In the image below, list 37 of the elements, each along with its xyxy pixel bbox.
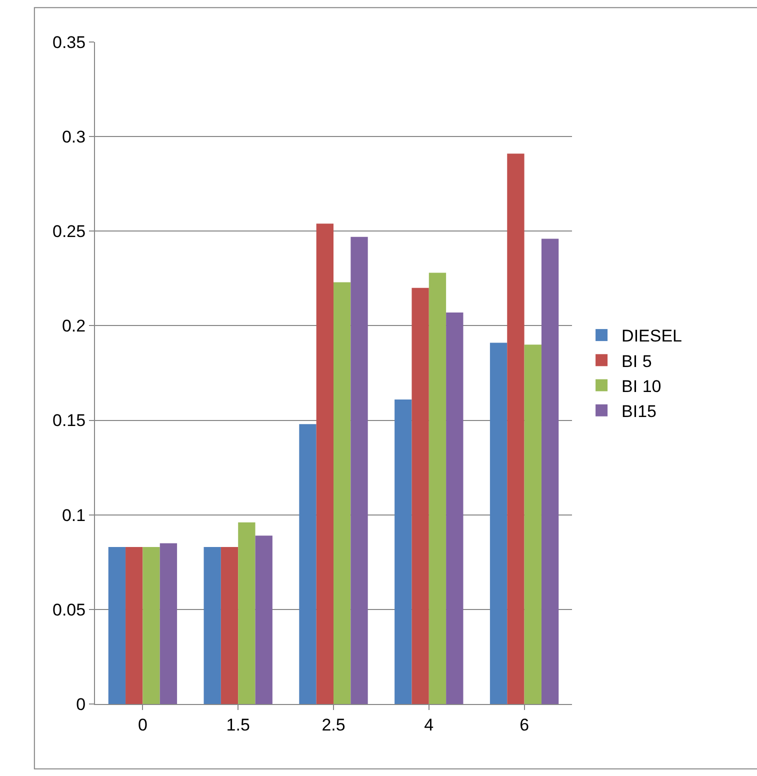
y-tick-label: 0.15 xyxy=(52,411,86,430)
x-tick-label: 1.5 xyxy=(226,715,250,734)
bar xyxy=(142,547,160,704)
bar xyxy=(255,536,272,704)
bar xyxy=(412,288,429,704)
bar xyxy=(108,547,126,704)
legend-label: BI15 xyxy=(622,402,657,421)
bar xyxy=(428,272,446,704)
y-tick-label: 0.35 xyxy=(52,32,86,52)
bar xyxy=(316,224,334,704)
bar xyxy=(507,154,524,704)
bar xyxy=(204,547,221,704)
y-tick-label: 0.25 xyxy=(52,222,86,242)
bar xyxy=(334,282,351,704)
bar xyxy=(394,399,412,704)
legend-label: BI 5 xyxy=(622,352,652,371)
legend-label: DIESEL xyxy=(622,326,682,346)
x-tick-label: 6 xyxy=(520,715,530,734)
x-tick-label: 0 xyxy=(138,715,148,734)
y-tick-label: 0.1 xyxy=(62,506,86,525)
bar xyxy=(299,424,316,704)
y-tick-label: 0 xyxy=(76,694,86,714)
y-tick-label: 0.2 xyxy=(62,316,86,336)
y-tick-label: 0.3 xyxy=(62,128,86,147)
y-tick-label: 0.05 xyxy=(52,600,86,620)
x-tick-label: 2.5 xyxy=(322,715,346,734)
bar xyxy=(220,547,238,704)
bar xyxy=(490,342,508,704)
bar xyxy=(541,238,559,704)
bar xyxy=(446,312,464,704)
bar xyxy=(126,547,143,704)
x-tick-label: 4 xyxy=(424,715,434,734)
legend-label: BI 10 xyxy=(622,376,662,396)
bar xyxy=(160,543,178,704)
bar xyxy=(350,236,368,704)
bar xyxy=(524,344,542,704)
bar xyxy=(238,522,256,704)
